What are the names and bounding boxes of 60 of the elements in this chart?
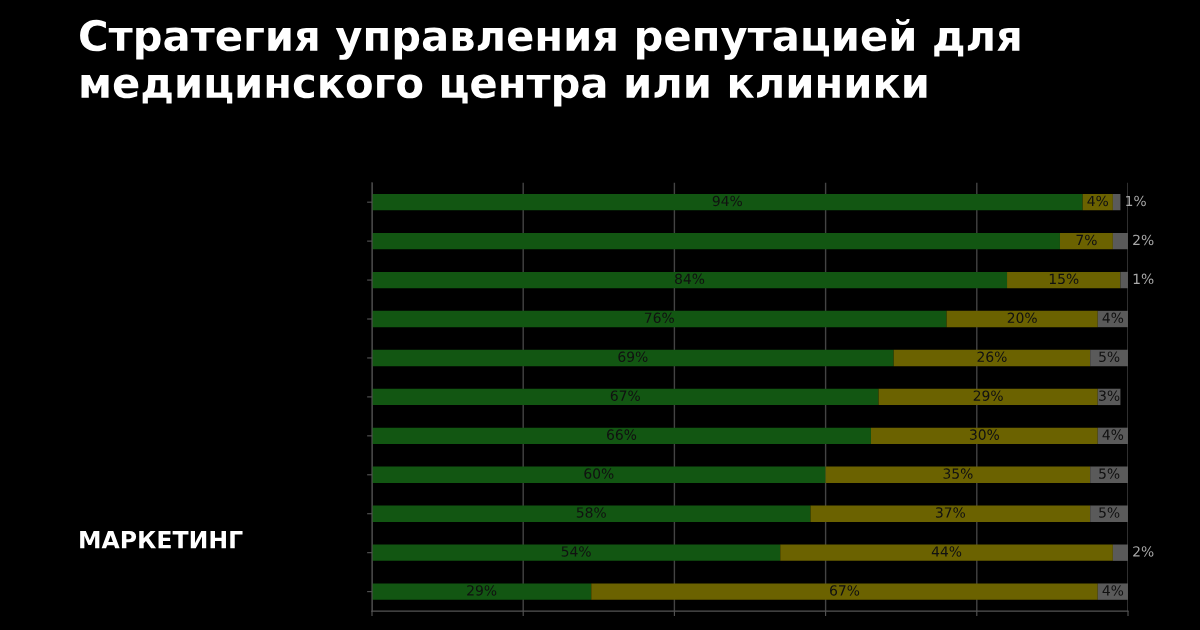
data-label: 5% [1099, 507, 1120, 518]
data-label: 35% [943, 468, 973, 479]
bar [372, 544, 781, 561]
data-label: 15% [1049, 273, 1079, 285]
data-label: 1% [1126, 195, 1146, 207]
chart-title: Стратегия управления репутацией для медицинского центра или клиники [80, 18, 1020, 107]
data-label: 3% [1099, 390, 1120, 401]
data-label: 1% [1133, 273, 1154, 285]
data-label: 54% [561, 546, 591, 557]
bar [946, 310, 1098, 328]
bar [372, 232, 1060, 250]
bar [825, 466, 1091, 483]
bar [372, 193, 1083, 211]
bar [372, 271, 1008, 289]
bar [372, 427, 871, 445]
bar [870, 427, 1098, 445]
bar [372, 388, 879, 406]
data-label: 4% [1102, 429, 1124, 440]
data-label: 2% [1133, 546, 1154, 557]
data-label: 29% [973, 390, 1003, 401]
bar [893, 349, 1091, 367]
bar [1007, 271, 1121, 289]
bar [780, 544, 1113, 561]
data-label: 30% [969, 429, 1000, 440]
bar [1112, 193, 1121, 211]
data-label: 5% [1099, 468, 1120, 479]
bar [878, 388, 1098, 406]
data-label: 4% [1102, 312, 1124, 324]
bar [1112, 544, 1128, 561]
bar [372, 505, 811, 522]
bar [372, 466, 826, 483]
data-label: 44% [931, 546, 962, 557]
data-label: 67% [610, 390, 640, 401]
data-label: 58% [576, 507, 606, 518]
data-label: 5% [1099, 351, 1120, 362]
data-label: 76% [644, 312, 674, 324]
data-label: 60% [584, 468, 614, 479]
data-label: 26% [977, 351, 1007, 362]
bar [1059, 232, 1113, 250]
data-label: 37% [935, 507, 966, 518]
bar [810, 505, 1091, 522]
data-label: 66% [607, 429, 637, 440]
data-label: 94% [712, 195, 742, 207]
bar [1097, 583, 1128, 600]
data-label: 7% [1076, 234, 1097, 246]
data-label: 20% [1007, 312, 1037, 324]
bar [1112, 232, 1128, 250]
text: МАРКЕТИНГ [80, 531, 243, 549]
bar [591, 583, 1098, 600]
data-label: 4% [1102, 585, 1124, 596]
data-label: 67% [830, 585, 860, 596]
data-label: 84% [675, 273, 705, 285]
data-label: 4% [1087, 195, 1109, 207]
data-label: 2% [1133, 234, 1154, 246]
bar [372, 583, 592, 600]
bar [372, 349, 894, 367]
bar [372, 310, 947, 328]
data-label: 69% [618, 351, 648, 362]
bar [1120, 271, 1128, 289]
data-label: 29% [467, 585, 497, 596]
